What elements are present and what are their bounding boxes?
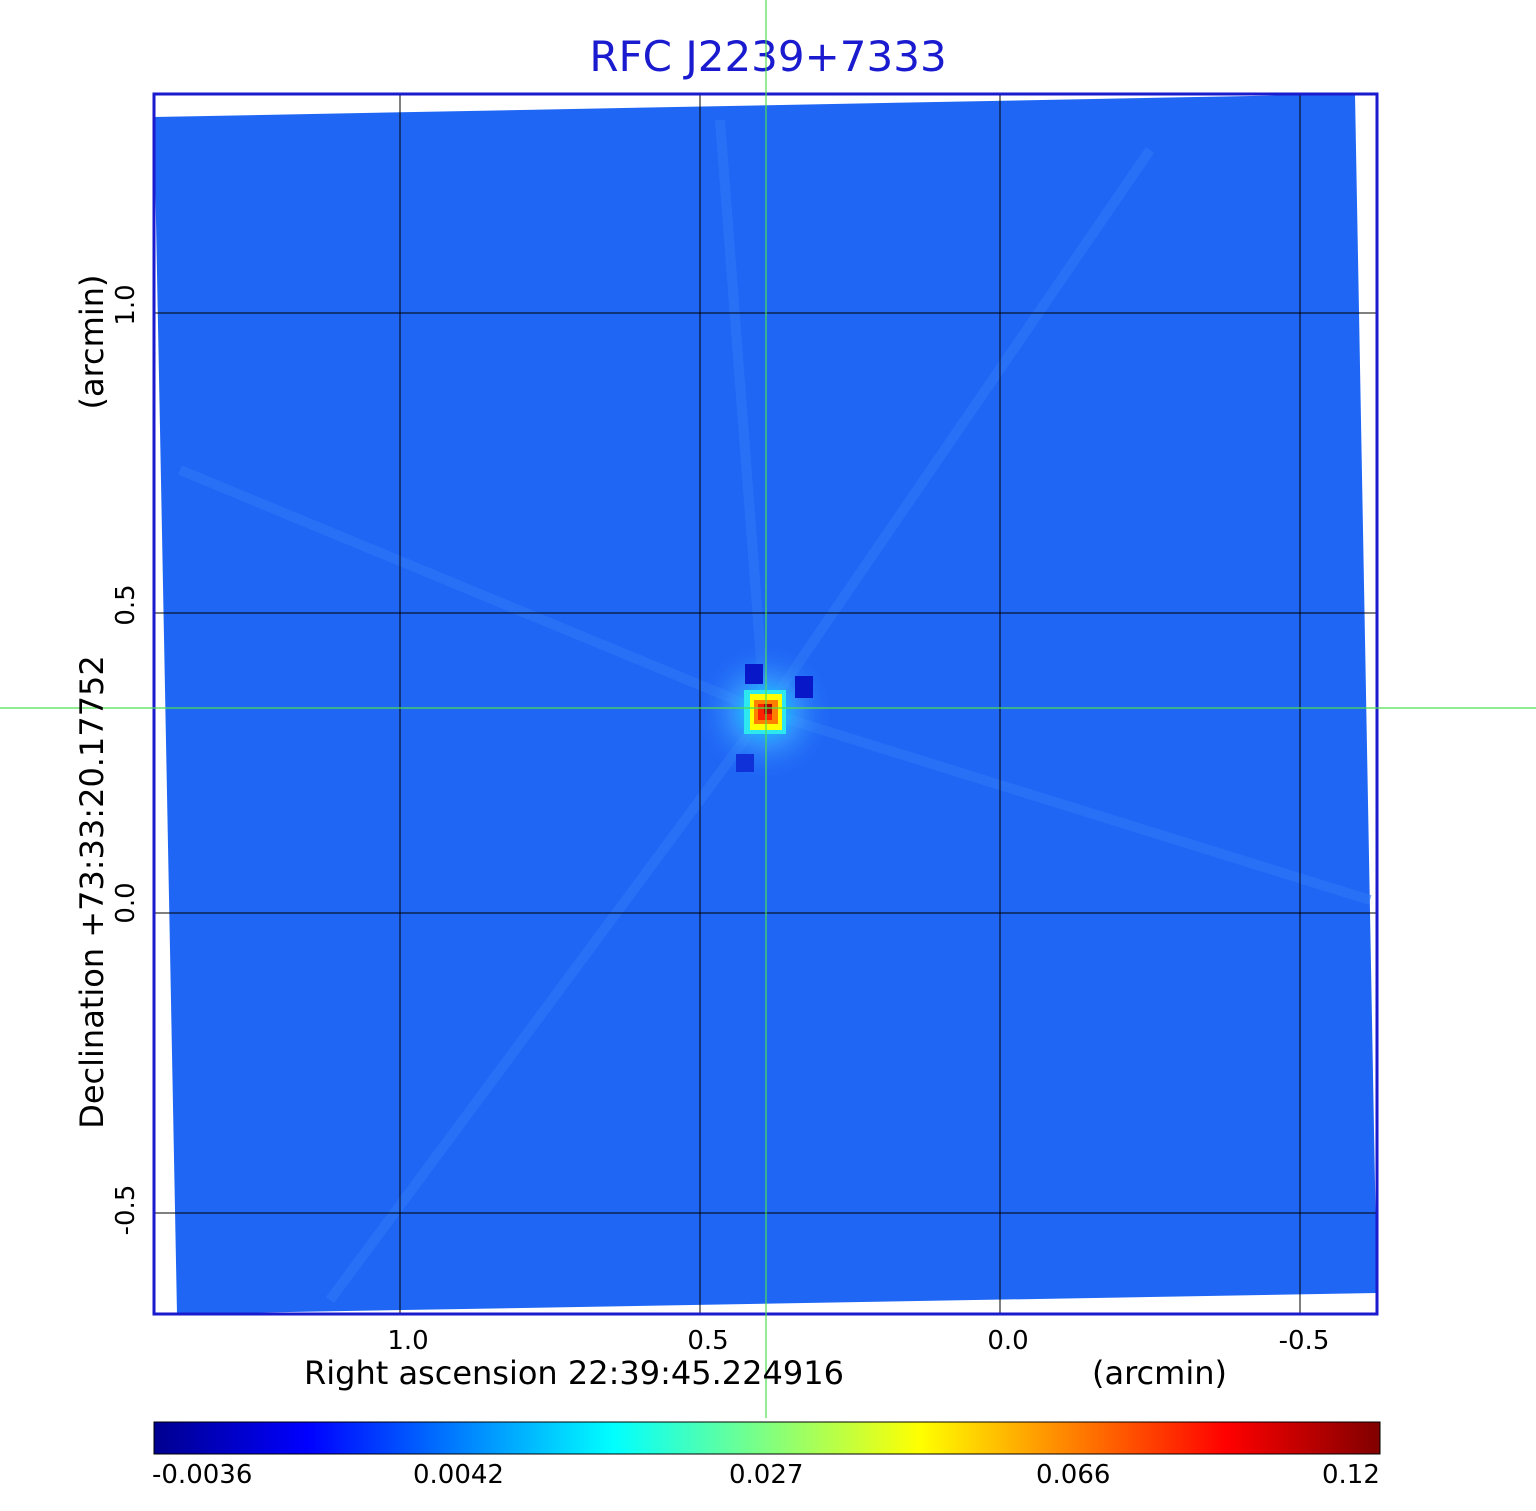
x-tick-label: 1.0: [387, 1326, 429, 1356]
x-tick-label: 0.5: [687, 1326, 729, 1356]
colorbar-tick-label: -0.0036: [152, 1460, 253, 1490]
source-core: [764, 704, 772, 714]
colorbar-tick-label: 0.12: [1322, 1460, 1380, 1490]
negative-lobe: [795, 676, 813, 698]
y-tick-label: 0.5: [111, 584, 141, 626]
y-tick-label: 0.0: [111, 882, 141, 924]
x-tick-label: 0.0: [987, 1326, 1029, 1356]
crosshair: [0, 0, 1536, 1418]
x-axis-unit: (arcmin): [1092, 1354, 1227, 1392]
x-tick-label: -0.5: [1278, 1326, 1330, 1356]
y-tick-label: 1.0: [111, 284, 141, 326]
y-axis-label: Declination +73:33:20.17752: [73, 655, 111, 1129]
y-tick-label: -0.5: [111, 1184, 141, 1236]
negative-lobe: [745, 664, 763, 684]
colorbar-tick-label: 0.027: [729, 1460, 804, 1490]
x-axis-label: Right ascension 22:39:45.224916: [304, 1354, 844, 1392]
colorbar: [153, 1421, 1381, 1455]
negative-lobe: [736, 754, 754, 772]
y-axis-unit: (arcmin): [73, 274, 111, 410]
colorbar-tick-label: 0.0042: [413, 1460, 504, 1490]
figure-title: RFC J2239+7333: [589, 32, 947, 81]
colorbar-tick-label: 0.066: [1036, 1460, 1111, 1490]
sidelobe-streaks: [178, 119, 1372, 1303]
